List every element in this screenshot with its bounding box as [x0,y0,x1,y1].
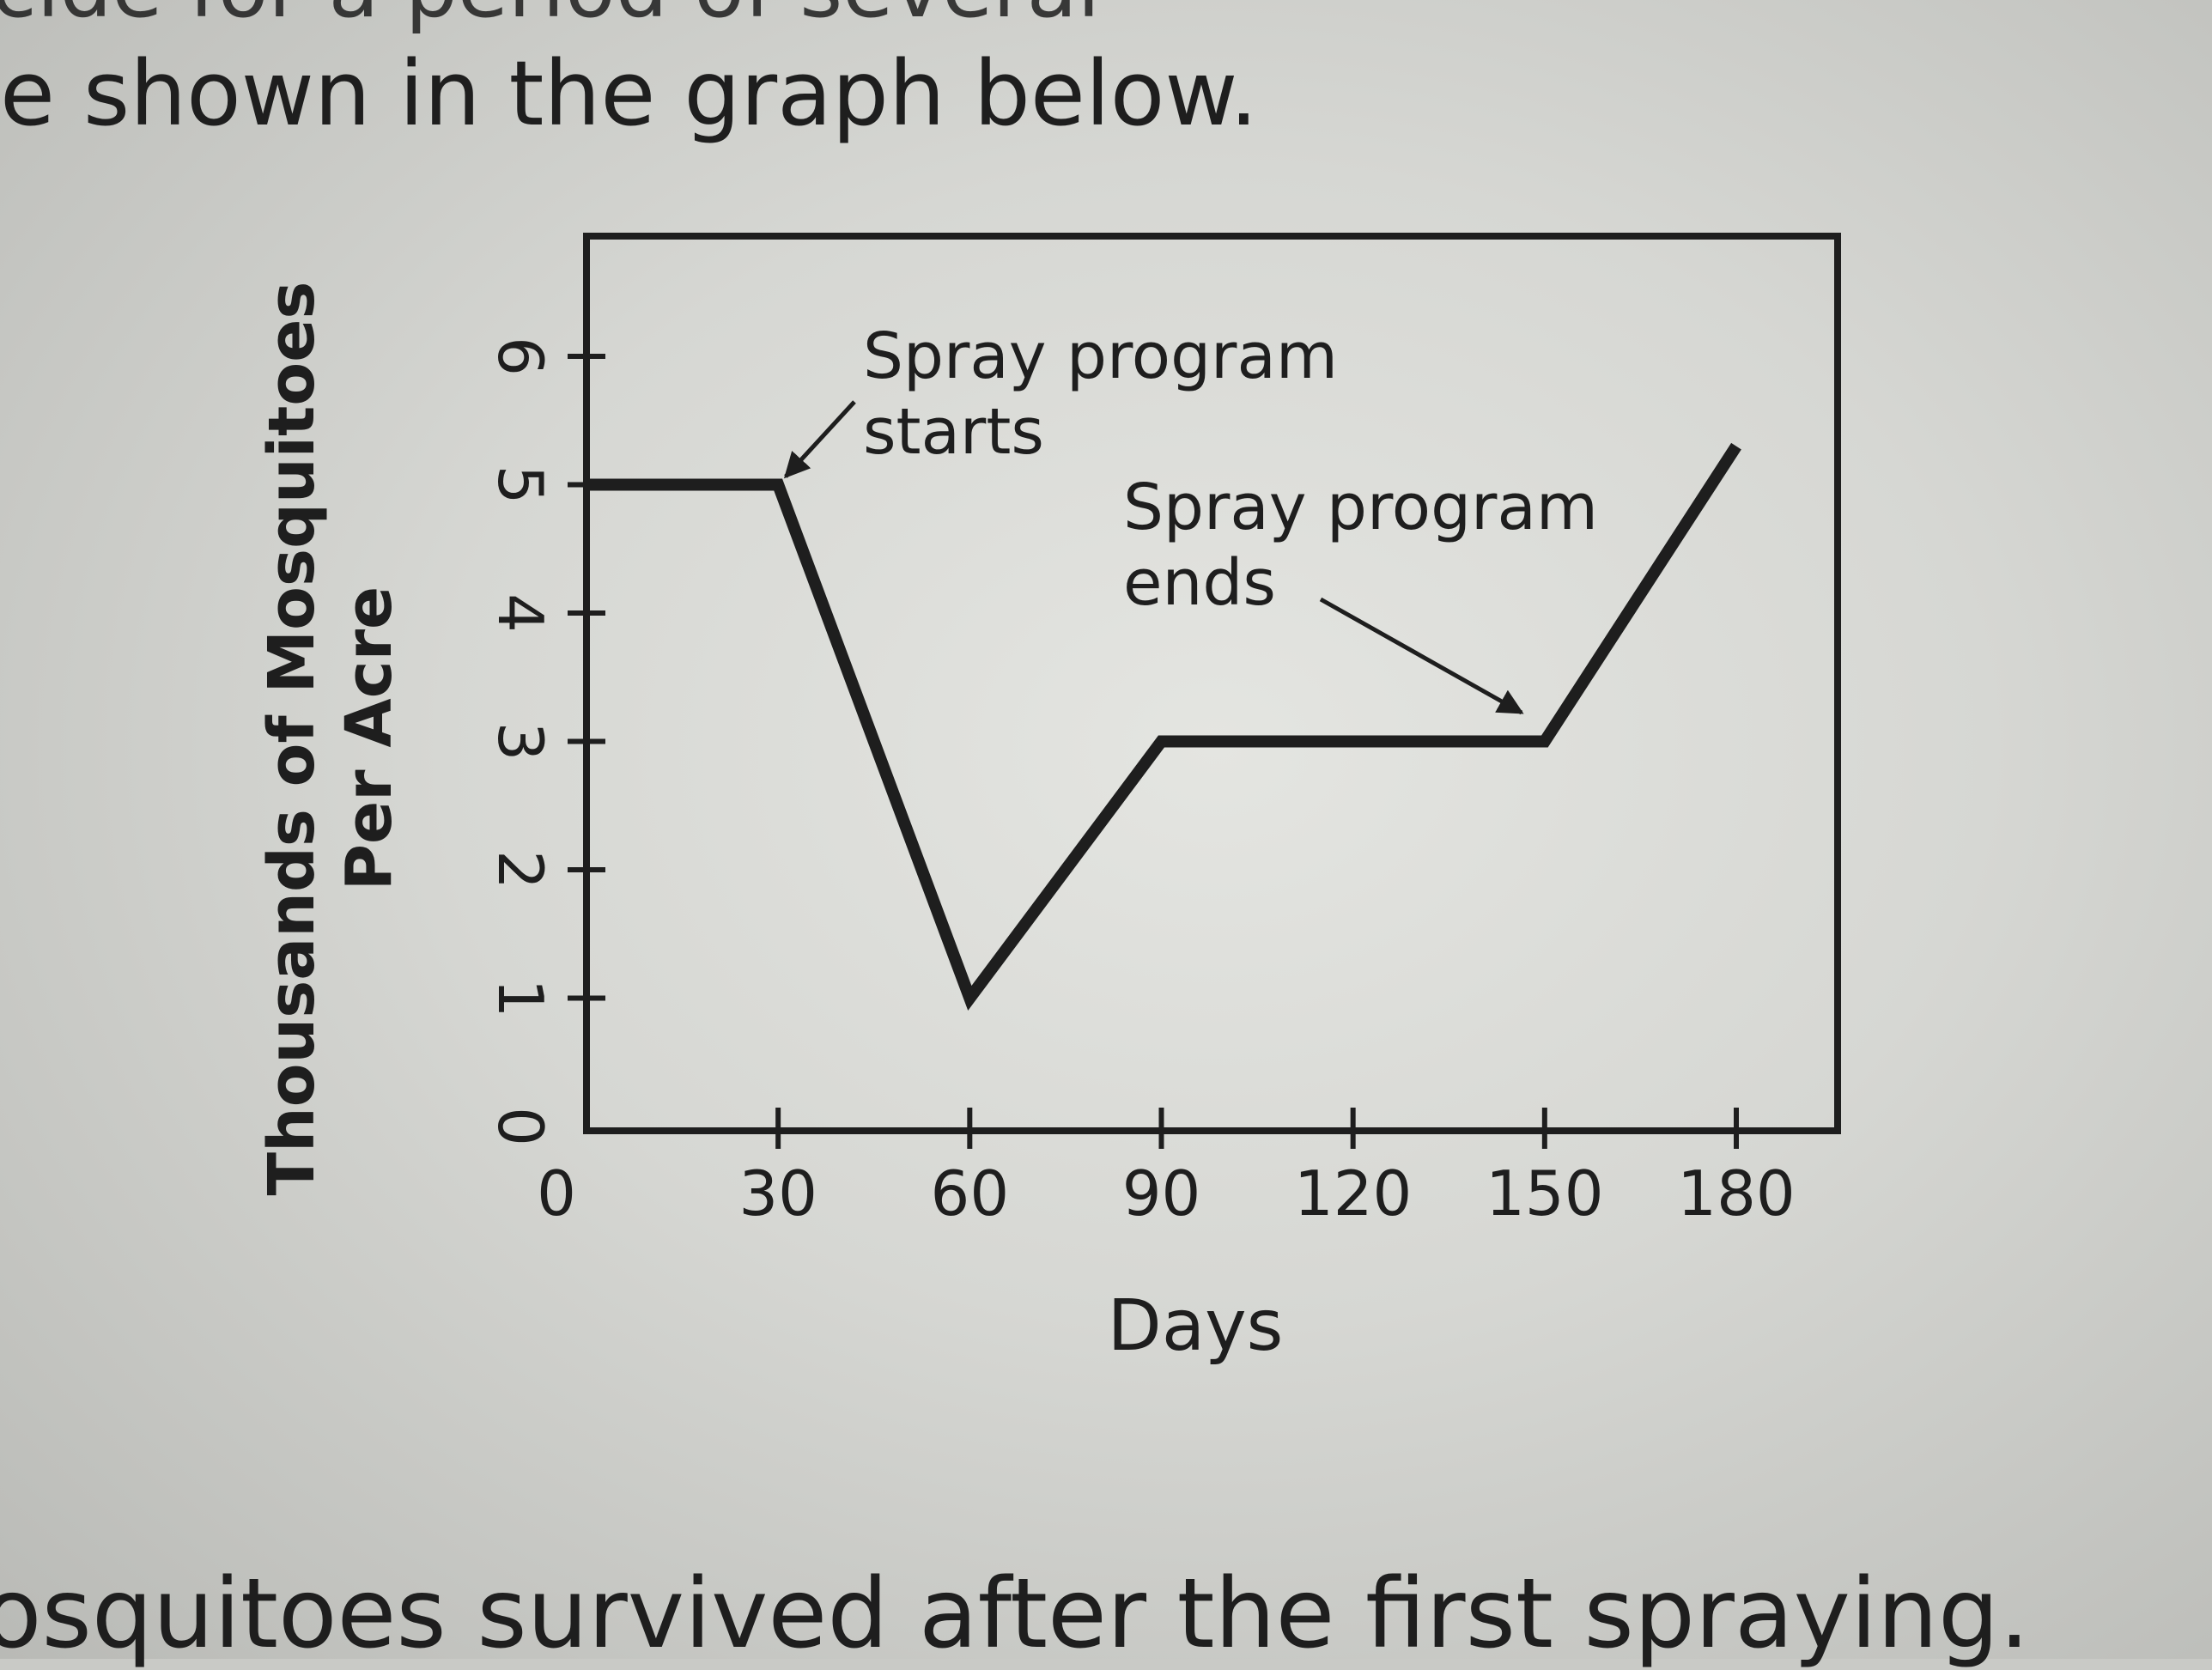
y-tick-label: 3 [484,722,556,762]
annotation-text-line: Spray program [863,319,1338,393]
x-tick-label: 150 [1486,1157,1603,1230]
intro-text-line: e shown in the graph below. [0,41,1258,146]
x-tick-label: 30 [738,1157,817,1230]
x-tick-label: 60 [931,1157,1010,1230]
annotation-arrow [1319,597,1524,715]
y-tick-label: 2 [484,850,556,890]
x-tick-label: 120 [1294,1157,1412,1230]
y-tick-label: 6 [484,337,556,376]
annotation-arrow [783,400,856,479]
y-axis-label-group: Thousands of Mosquitoes Per Acre [255,282,406,1196]
x-tick-label: 180 [1677,1157,1795,1230]
series-layer [586,442,1741,1011]
y-tick-label: 4 [484,593,556,633]
annotation-text-line: starts [863,395,1044,469]
x-tick-label: 0 [537,1157,576,1230]
question-text-line: osquitoes survived after the first spray… [0,1558,2030,1670]
y-tick-label: 5 [484,465,556,505]
x-tick-label: 90 [1122,1157,1201,1230]
y-tick-label: 1 [484,979,556,1018]
y-tick-label: 0 [484,1107,556,1146]
cut-off-text-line: cide for a period of several [0,0,1100,36]
y-axis-ticks: 0 1 2 3 4 5 6 [484,337,605,1146]
y-axis-label-line-1: Thousands of Mosquitoes [255,282,329,1196]
mosquito-population-line [586,442,1741,1011]
x-axis-ticks: 0 30 60 90 120 150 180 [537,1108,1796,1230]
annotation-text-line: ends [1123,546,1276,620]
x-axis-label: Days [1108,1285,1284,1367]
plot-frame [583,233,1841,1134]
y-axis-label-line-2: Per Acre [332,586,406,891]
annotation-text-line: Spray program [1123,471,1598,544]
